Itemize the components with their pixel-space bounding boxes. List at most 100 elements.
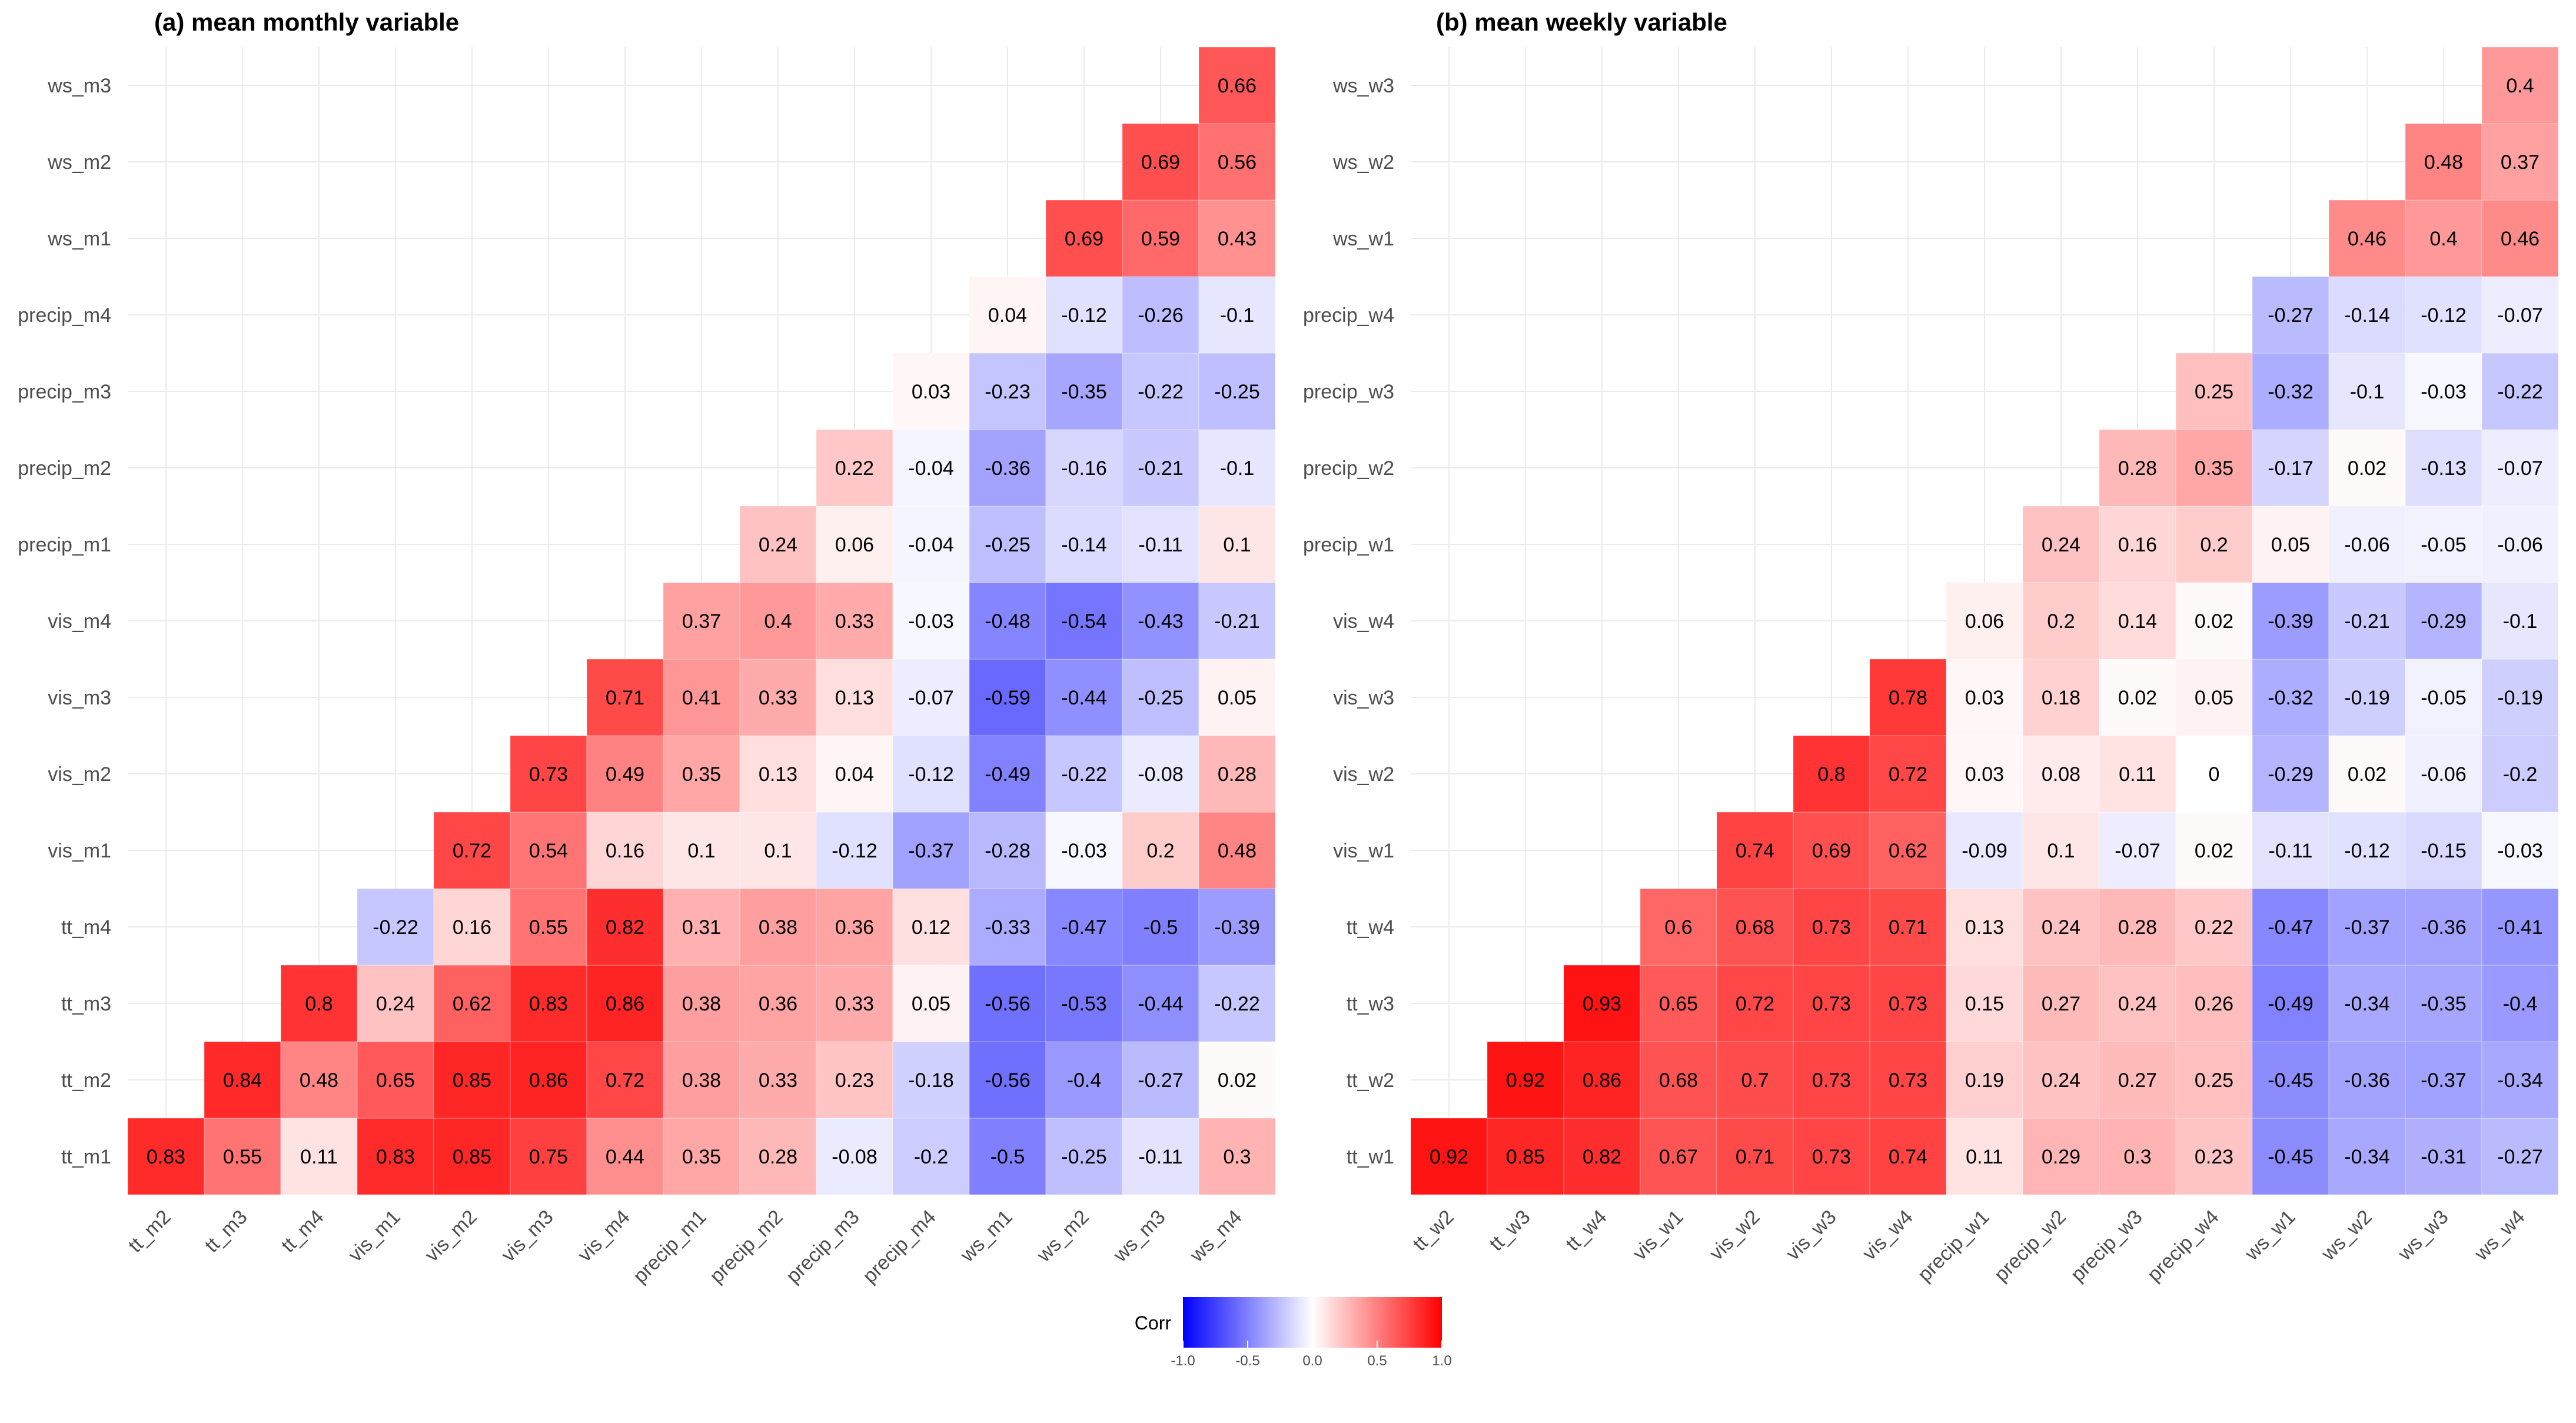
heatmap-cell bbox=[2175, 735, 2253, 813]
cell-value-label: -0.36 bbox=[2421, 916, 2467, 939]
cell-value-label: 0.86 bbox=[1583, 1069, 1621, 1092]
heatmap-cell bbox=[2405, 812, 2482, 889]
heatmap-cell bbox=[1716, 1118, 1794, 1195]
cell-value-label: 0.16 bbox=[2118, 534, 2157, 556]
heatmap-cell bbox=[2405, 1118, 2482, 1195]
heatmap-cell bbox=[357, 888, 434, 966]
cell-value-label: -0.36 bbox=[2344, 1069, 2390, 1092]
cell-value-label: 0 bbox=[2209, 763, 2220, 786]
cell-value-label: 0.75 bbox=[529, 1146, 568, 1168]
cell-value-label: -0.27 bbox=[2268, 304, 2314, 327]
heatmap-cell bbox=[1793, 735, 1870, 813]
cell-value-label: -0.23 bbox=[985, 381, 1031, 403]
cell-value-label: 0.24 bbox=[759, 534, 797, 556]
heatmap-cell bbox=[892, 888, 970, 966]
heatmap-cell bbox=[1122, 965, 1199, 1042]
heatmap-cell bbox=[586, 1041, 664, 1119]
heatmap-cell bbox=[1410, 1118, 1488, 1195]
cell-value-label: -0.03 bbox=[2421, 381, 2467, 403]
heatmap-cell bbox=[739, 659, 817, 736]
cell-value-label: 0.19 bbox=[1965, 1069, 2004, 1092]
cell-value-label: 0.37 bbox=[2501, 151, 2540, 174]
panel-b-weekly: (b) mean weekly variable 0.92 0.85 0.82 0.67… bbox=[1303, 8, 2559, 1286]
cell-value-label: 0.71 bbox=[606, 687, 644, 709]
cell-value-label: 0.69 bbox=[1141, 151, 1180, 174]
heatmap-cell bbox=[2328, 812, 2406, 889]
cell-value-label: -0.4 bbox=[1067, 1069, 1102, 1092]
cell-value-label: 0.28 bbox=[2118, 457, 2157, 480]
heatmap-cell bbox=[204, 1118, 281, 1195]
heatmap-cell bbox=[280, 1041, 358, 1119]
heatmap-cell bbox=[969, 812, 1046, 889]
heatmap-cell bbox=[1045, 200, 1123, 277]
cell-value-label: -0.12 bbox=[2421, 304, 2467, 327]
cell-value-label: -0.29 bbox=[2268, 763, 2314, 786]
x-tick-label: precip_w2 bbox=[1990, 1206, 2070, 1286]
cell-value-label: 0.55 bbox=[529, 916, 568, 939]
cell-value-label: 0.02 bbox=[2195, 610, 2233, 633]
cell-value-label: 0.82 bbox=[606, 916, 644, 939]
x-tick-label: precip_w4 bbox=[2143, 1206, 2223, 1286]
heatmap-cell bbox=[1793, 888, 1870, 966]
cell-value-label: 0.22 bbox=[2195, 916, 2233, 939]
cell-value-label: -0.15 bbox=[2421, 840, 2467, 862]
heatmap-cell bbox=[2022, 965, 2100, 1042]
cell-value-label: -0.14 bbox=[2344, 304, 2390, 327]
legend-tick-label: 1.0 bbox=[1432, 1353, 1451, 1369]
cell-value-label: 0.23 bbox=[835, 1069, 874, 1092]
cell-value-label: 0.73 bbox=[1812, 916, 1851, 939]
heatmap-cell bbox=[1869, 965, 1947, 1042]
heatmap-cell bbox=[510, 888, 587, 966]
y-tick-label: tt_w4 bbox=[1347, 916, 1394, 939]
heatmap-cell bbox=[1869, 1041, 1947, 1119]
heatmap-cell bbox=[969, 276, 1046, 354]
heatmap-cell bbox=[1045, 812, 1123, 889]
y-tick-label: tt_w2 bbox=[1347, 1069, 1394, 1092]
cell-value-label: 0.65 bbox=[1659, 993, 1698, 1015]
cell-value-label: -0.05 bbox=[2421, 534, 2467, 556]
cell-value-label: 0.71 bbox=[1736, 1146, 1774, 1168]
cell-value-label: -0.12 bbox=[1061, 304, 1107, 327]
cell-value-label: -0.35 bbox=[1061, 381, 1107, 403]
heatmap-cell bbox=[739, 735, 817, 813]
cell-value-label: -0.28 bbox=[985, 840, 1031, 862]
heatmap-cell bbox=[2328, 735, 2406, 813]
cell-value-label: 0.73 bbox=[1812, 1146, 1851, 1168]
cell-value-label: -0.1 bbox=[1220, 304, 1255, 327]
cell-value-label: -0.22 bbox=[1214, 993, 1260, 1015]
heatmap-cell bbox=[586, 1118, 664, 1195]
cell-value-label: 0.28 bbox=[2118, 916, 2157, 939]
heatmap-cell bbox=[1122, 276, 1199, 354]
heatmap-cell bbox=[2099, 812, 2176, 889]
y-tick-label: ws_w2 bbox=[1332, 151, 1394, 174]
cell-value-label: -0.47 bbox=[2268, 916, 2314, 939]
x-tick-label: ws_w4 bbox=[2470, 1206, 2530, 1265]
cell-value-label: -0.5 bbox=[1144, 916, 1178, 939]
heatmap-cell bbox=[510, 965, 587, 1042]
heatmap-cell bbox=[739, 812, 817, 889]
cell-value-label: 0.3 bbox=[1223, 1146, 1251, 1168]
heatmap-cell bbox=[1198, 659, 1276, 736]
heatmap-cell bbox=[2252, 276, 2329, 354]
x-tick-label: ws_m4 bbox=[1185, 1206, 1247, 1267]
heatmap-cell bbox=[586, 888, 664, 966]
x-tick-label: precip_m4 bbox=[859, 1206, 940, 1288]
heatmap-cell bbox=[1716, 812, 1794, 889]
heatmap-cell bbox=[2022, 1118, 2100, 1195]
heatmap-cell bbox=[2405, 1041, 2482, 1119]
cell-value-label: -0.22 bbox=[2497, 381, 2543, 403]
legend-tick-label: 0.5 bbox=[1367, 1353, 1387, 1369]
cell-value-label: 0.02 bbox=[1218, 1069, 1257, 1092]
heatmap-cell bbox=[892, 429, 970, 507]
x-tick-label: precip_m1 bbox=[629, 1206, 711, 1288]
cell-value-label: 0.86 bbox=[606, 993, 644, 1015]
cell-value-label: 0.33 bbox=[835, 993, 874, 1015]
cell-value-label: -0.06 bbox=[2421, 763, 2467, 786]
cell-value-label: 0.35 bbox=[682, 1146, 721, 1168]
cell-value-label: -0.07 bbox=[2497, 304, 2543, 327]
y-tick-label: vis_m1 bbox=[48, 840, 111, 862]
y-tick-label: tt_m1 bbox=[61, 1146, 111, 1168]
heatmap-cell bbox=[1198, 965, 1276, 1042]
heatmap-cell bbox=[433, 1118, 511, 1195]
panel-title: (a) mean monthly variable bbox=[154, 8, 459, 36]
